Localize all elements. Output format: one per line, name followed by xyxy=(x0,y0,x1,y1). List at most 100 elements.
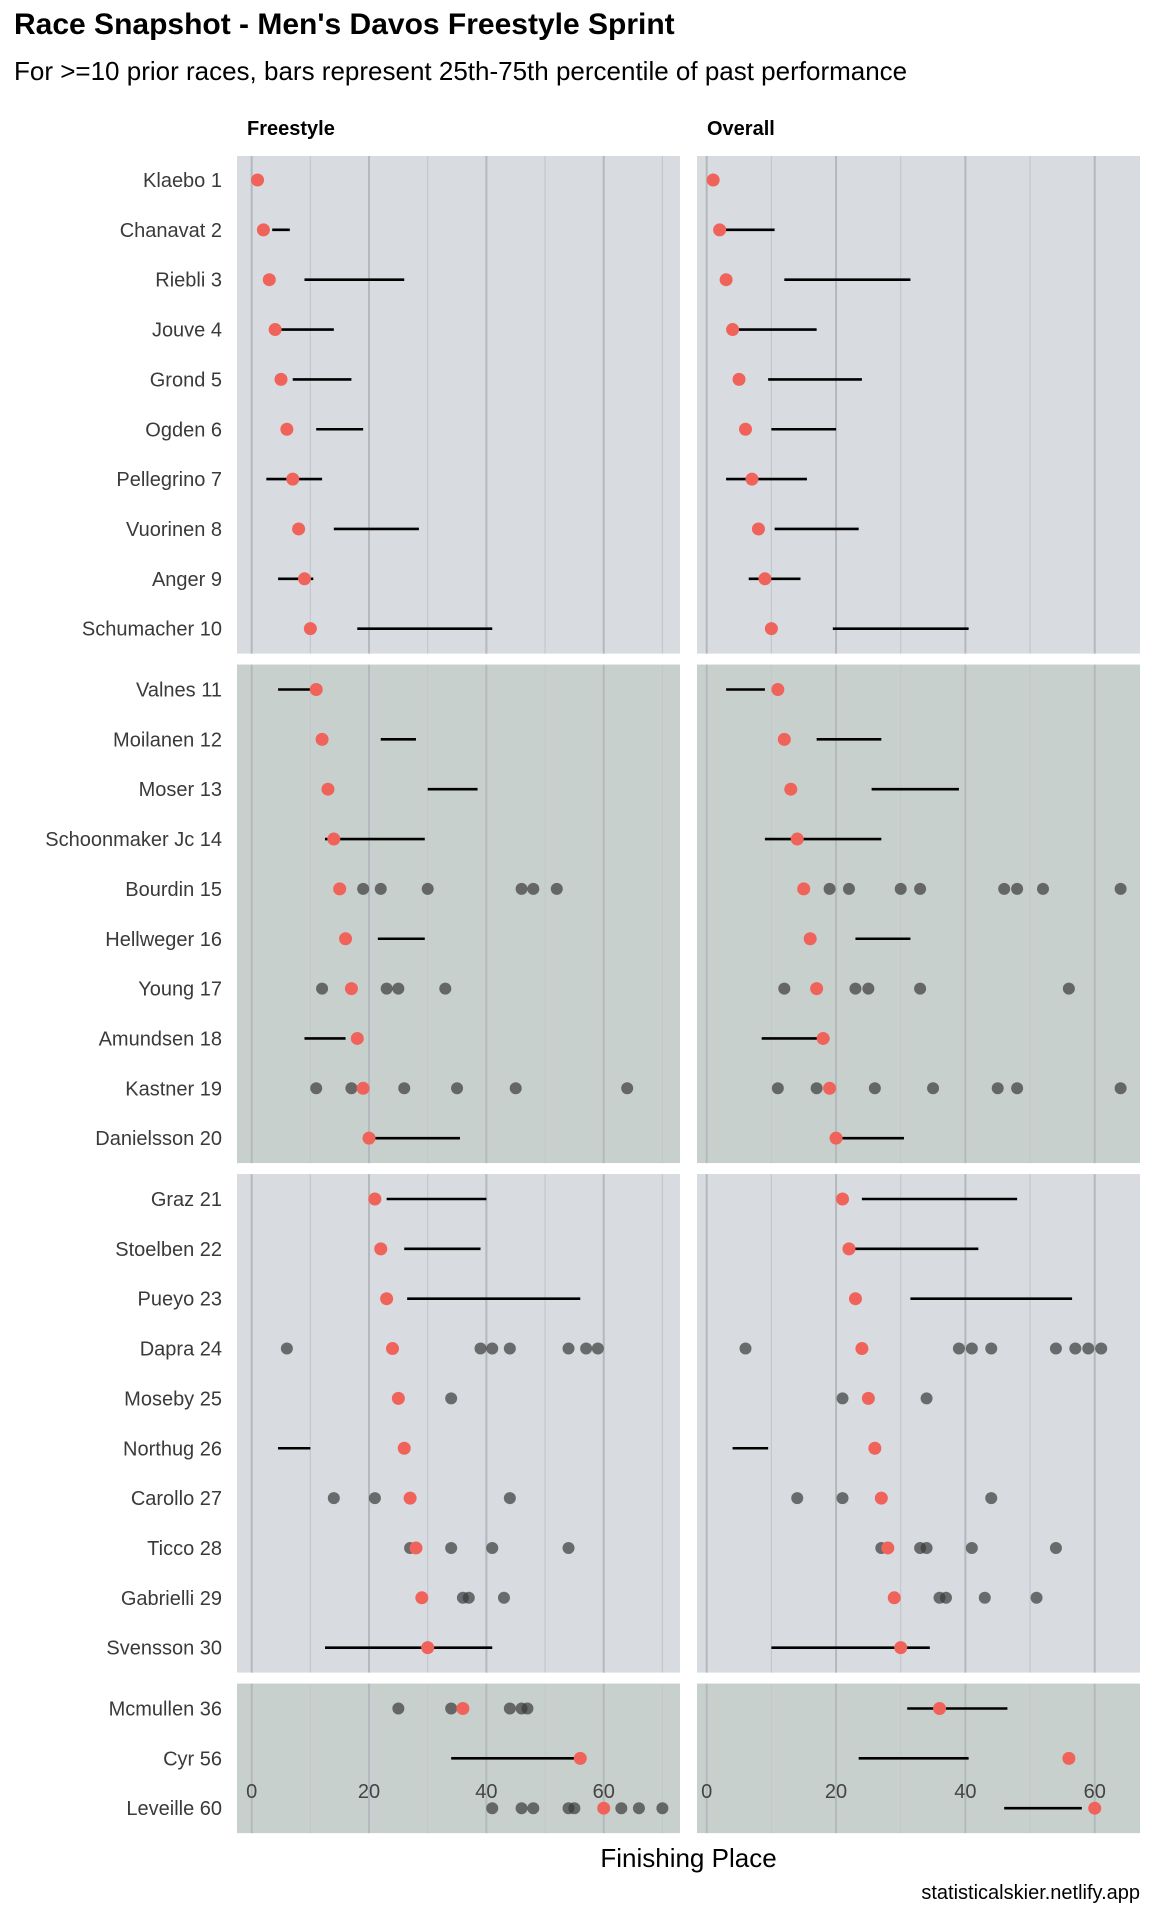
current-race-point xyxy=(739,422,753,436)
current-race-point xyxy=(829,1131,843,1145)
current-race-point xyxy=(745,472,759,486)
past-race-point xyxy=(439,982,452,995)
past-race-point xyxy=(985,1492,998,1505)
current-race-point xyxy=(268,323,282,337)
athlete-label: Pellegrino 7 xyxy=(116,469,222,491)
past-race-point xyxy=(562,1541,575,1554)
x-tick-label: 40 xyxy=(954,1781,976,1803)
athlete-label: Graz 21 xyxy=(151,1189,222,1211)
past-race-point xyxy=(392,982,405,995)
past-race-point xyxy=(1011,1082,1024,1095)
past-race-point xyxy=(398,1082,411,1095)
current-race-point xyxy=(421,1641,435,1655)
past-race-point xyxy=(920,1392,933,1405)
athlete-label: Mcmullen 36 xyxy=(109,1699,222,1721)
past-race-point xyxy=(1049,1541,1062,1554)
athlete-label: Amundsen 18 xyxy=(99,1028,222,1050)
past-race-point xyxy=(497,1591,510,1604)
past-race-point xyxy=(486,1342,499,1355)
past-race-point xyxy=(474,1342,487,1355)
past-race-point xyxy=(771,1082,784,1095)
current-race-point xyxy=(777,732,791,746)
current-race-point xyxy=(344,982,358,996)
current-race-point xyxy=(292,522,306,536)
past-race-point xyxy=(527,1802,540,1815)
past-race-point xyxy=(978,1591,991,1604)
past-race-point xyxy=(1062,982,1075,995)
past-race-point xyxy=(486,1541,499,1554)
athlete-label: Moser 13 xyxy=(139,779,222,801)
past-race-point xyxy=(380,982,393,995)
current-race-point xyxy=(732,372,746,386)
athlete-label: Chanavat 2 xyxy=(120,220,222,242)
athlete-label: Bourdin 15 xyxy=(125,879,222,901)
athlete-label: Gabrielli 29 xyxy=(121,1588,222,1610)
current-race-point xyxy=(327,832,341,846)
past-race-point xyxy=(1036,882,1049,895)
current-race-point xyxy=(297,572,311,586)
athlete-label: Schumacher 10 xyxy=(82,619,222,641)
past-race-point xyxy=(280,1342,293,1355)
past-race-point xyxy=(1030,1591,1043,1604)
current-race-point xyxy=(339,932,353,946)
x-tick-label: 40 xyxy=(475,1781,497,1803)
athlete-label: Pueyo 23 xyxy=(137,1289,222,1311)
past-race-point xyxy=(778,982,791,995)
current-race-point xyxy=(836,1192,850,1206)
current-race-point xyxy=(751,522,765,536)
athlete-label: Vuorinen 8 xyxy=(126,519,222,541)
current-race-point xyxy=(350,1031,364,1045)
past-race-point xyxy=(503,1342,516,1355)
past-race-point xyxy=(991,1082,1004,1095)
athlete-label: Svensson 30 xyxy=(106,1638,222,1660)
past-race-point xyxy=(392,1702,405,1715)
athlete-label: Cyr 56 xyxy=(163,1748,222,1770)
current-race-point xyxy=(881,1541,895,1555)
athlete-label: Hellweger 16 xyxy=(105,929,222,951)
past-race-point xyxy=(327,1492,340,1505)
x-tick-label: 0 xyxy=(246,1781,257,1803)
current-race-point xyxy=(868,1441,882,1455)
athlete-label: Moilanen 12 xyxy=(113,729,222,751)
x-tick-label: 60 xyxy=(593,1781,615,1803)
past-race-point xyxy=(368,1492,381,1505)
current-race-point xyxy=(368,1192,382,1206)
past-race-point xyxy=(1082,1342,1095,1355)
current-race-point xyxy=(391,1391,405,1405)
past-race-point xyxy=(1114,882,1127,895)
athlete-label: Northug 26 xyxy=(123,1438,222,1460)
past-race-point xyxy=(316,982,329,995)
current-race-point xyxy=(790,832,804,846)
past-race-point xyxy=(486,1802,499,1815)
past-race-point xyxy=(345,1082,358,1095)
past-race-point xyxy=(374,882,387,895)
athlete-label: Anger 9 xyxy=(152,569,222,591)
current-race-point xyxy=(816,1031,830,1045)
current-race-point xyxy=(362,1131,376,1145)
current-race-point xyxy=(385,1342,399,1356)
past-race-point xyxy=(868,1082,881,1095)
current-race-point xyxy=(409,1541,423,1555)
current-race-point xyxy=(894,1641,908,1655)
past-race-point xyxy=(445,1702,458,1715)
past-race-point xyxy=(445,1541,458,1554)
past-race-point xyxy=(927,1082,940,1095)
current-race-point xyxy=(861,1391,875,1405)
current-race-point xyxy=(456,1702,470,1715)
past-race-point xyxy=(580,1342,593,1355)
chart-title: Race Snapshot - Men's Davos Freestyle Sp… xyxy=(14,8,675,41)
current-race-point xyxy=(256,223,270,237)
past-race-point xyxy=(591,1342,604,1355)
past-race-point xyxy=(656,1802,669,1815)
past-race-point xyxy=(521,1702,534,1715)
past-race-point xyxy=(421,882,434,895)
panel-label-overall: Overall xyxy=(707,118,775,140)
past-race-point xyxy=(894,882,907,895)
current-race-point xyxy=(726,323,740,337)
x-tick-label: 0 xyxy=(701,1781,712,1803)
current-race-point xyxy=(848,1292,862,1306)
current-race-point xyxy=(315,732,329,746)
current-race-point xyxy=(374,1242,388,1256)
current-race-point xyxy=(706,173,720,187)
